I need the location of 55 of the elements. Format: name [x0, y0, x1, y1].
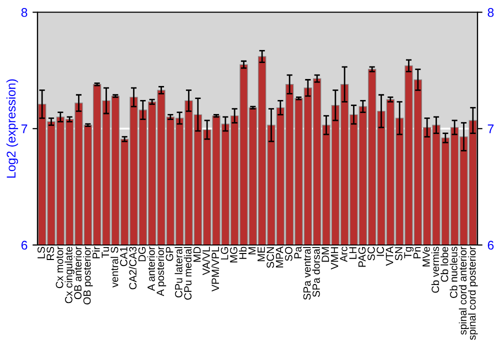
y2-tick-label: 8 — [488, 8, 494, 17]
x-tick-label: Pir — [92, 246, 100, 258]
x-tick-label: Pa — [294, 246, 302, 258]
y-axis-title: Log2 (expression) — [6, 79, 18, 178]
x-tick-label: CPu medial — [184, 247, 192, 300]
x-tick-label: MPA — [276, 246, 284, 268]
x-tick-label: LS — [38, 246, 45, 258]
x-tick-label: OB posterior — [83, 246, 93, 304]
x-tick-label: Tu — [102, 247, 110, 258]
y-tick-label: 7 — [21, 124, 28, 134]
x-tick-label: ME — [258, 246, 265, 262]
x-tick-label: IC — [376, 246, 384, 256]
x-tick-label: SC — [368, 246, 375, 260]
x-tick-label: spinal cord posterior — [468, 246, 478, 340]
x-tick-label: Cb nucleus — [450, 246, 458, 298]
x-tick-label: CPu lateral — [174, 247, 182, 298]
x-tick-label: VA/VL — [202, 246, 210, 276]
x-tick-label: VTA — [386, 246, 394, 266]
x-tick-label: M — [248, 247, 256, 254]
x-tick-label: DM — [322, 247, 329, 262]
x-tick-label: SN — [395, 247, 402, 260]
y-tick-label: 8 — [21, 8, 28, 17]
x-tick-label: DG — [138, 247, 146, 262]
x-tick-label: LH — [349, 247, 356, 259]
x-tick-label: A posterior — [156, 246, 166, 296]
x-tick-label: VPM/VPL — [211, 246, 220, 292]
x-tick-label: VMH — [330, 247, 338, 270]
x-tick-label: Cb lobe — [440, 246, 448, 282]
x-tick-label: OB anterior — [74, 246, 82, 300]
y2-tick-label: 7 — [488, 124, 494, 134]
x-tick-label: SPa dorsal — [312, 247, 320, 297]
x-tick-label: ventral S — [110, 246, 118, 288]
x-tick-label: MG — [230, 247, 238, 262]
x-tick-label: CA1 — [120, 246, 128, 266]
y-tick-label: 6 — [21, 240, 28, 250]
x-tick-label: GP — [166, 246, 174, 261]
x-tick-label: SO — [285, 246, 292, 261]
x-tick-label: LG — [220, 247, 228, 260]
x-tick-label: spinal cord anterior — [458, 246, 469, 335]
x-tick-label: MVe — [422, 246, 430, 266]
x-tick-label: A anterior — [147, 246, 155, 291]
x-tick-label: Cx cingulate — [64, 246, 74, 304]
x-tick-label: Cx motor — [56, 246, 64, 288]
x-tick-label: MD — [193, 246, 201, 262]
x-tick-label: PAG — [358, 247, 366, 267]
x-tick-label: CA2/CA3 — [128, 246, 137, 290]
y2-tick-label: 6 — [488, 240, 494, 250]
x-tick-label: SCN — [266, 247, 274, 268]
x-tick-label: RS — [46, 246, 54, 260]
x-tick-label: Hb — [238, 246, 247, 259]
x-tick-label: SPa ventral — [303, 247, 311, 300]
x-tick-label: Arc — [340, 246, 348, 262]
x-tick-label: Pn — [413, 247, 421, 258]
x-tick-label: Cb vermis — [431, 246, 440, 293]
x-tick-label: Tg — [404, 247, 414, 258]
